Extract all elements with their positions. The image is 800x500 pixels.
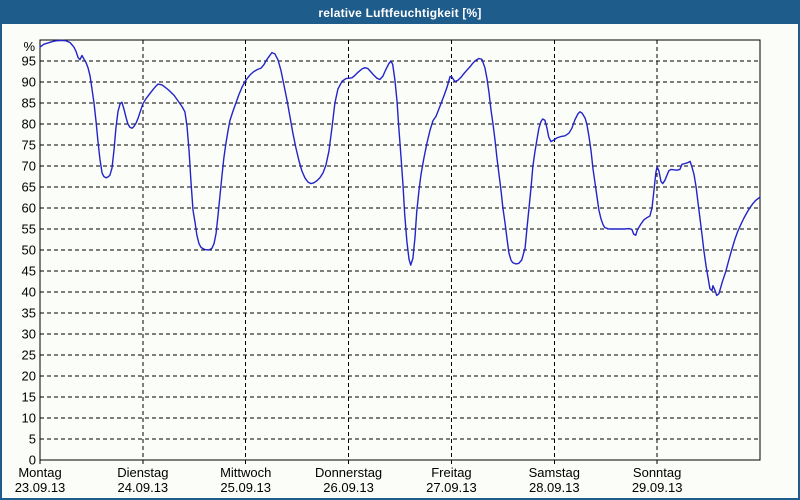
svg-text:40: 40	[22, 285, 36, 300]
window-title: relative Luftfeuchtigkeit [%]	[318, 6, 482, 20]
plot-frame	[39, 39, 761, 461]
date-label: 25.09.13	[220, 480, 271, 495]
day-label: Sonntag	[633, 465, 681, 480]
svg-text:5: 5	[29, 432, 36, 447]
svg-text:60: 60	[22, 201, 36, 216]
y-axis-unit-label: %	[23, 39, 35, 54]
date-label: 28.09.13	[529, 480, 580, 495]
svg-text:55: 55	[22, 222, 36, 237]
series-line	[39, 39, 761, 297]
svg-text:75: 75	[22, 138, 36, 153]
svg-text:0: 0	[29, 453, 36, 468]
day-label: Donnerstag	[315, 465, 382, 480]
svg-text:80: 80	[22, 117, 36, 132]
date-label: 26.09.13	[323, 480, 374, 495]
svg-text:15: 15	[22, 390, 36, 405]
svg-text:70: 70	[22, 159, 36, 174]
svg-text:35: 35	[22, 306, 36, 321]
svg-text:90: 90	[22, 75, 36, 90]
date-label: 23.09.13	[15, 480, 66, 495]
svg-text:85: 85	[22, 96, 36, 111]
svg-text:65: 65	[22, 180, 36, 195]
svg-text:10: 10	[22, 411, 36, 426]
day-label: Samstag	[529, 465, 580, 480]
date-label: 29.09.13	[632, 480, 683, 495]
window-titlebar: relative Luftfeuchtigkeit [%]	[2, 2, 798, 24]
svg-text:25: 25	[22, 348, 36, 363]
day-label: Mittwoch	[220, 465, 271, 480]
date-label: 24.09.13	[118, 480, 169, 495]
svg-text:30: 30	[22, 327, 36, 342]
svg-text:95: 95	[22, 54, 36, 69]
day-label: Montag	[18, 465, 61, 480]
svg-text:50: 50	[22, 243, 36, 258]
svg-text:20: 20	[22, 369, 36, 384]
day-label: Dienstag	[117, 465, 168, 480]
gridlines	[40, 40, 760, 460]
y-axis-labels: 0 5 10 15 20 25 30 35 40 45 50 55 60 65 70 75 80 85 90 95%	[22, 39, 36, 468]
day-label: Freitag	[431, 465, 471, 480]
svg-text:45: 45	[22, 264, 36, 279]
date-label: 27.09.13	[426, 480, 477, 495]
